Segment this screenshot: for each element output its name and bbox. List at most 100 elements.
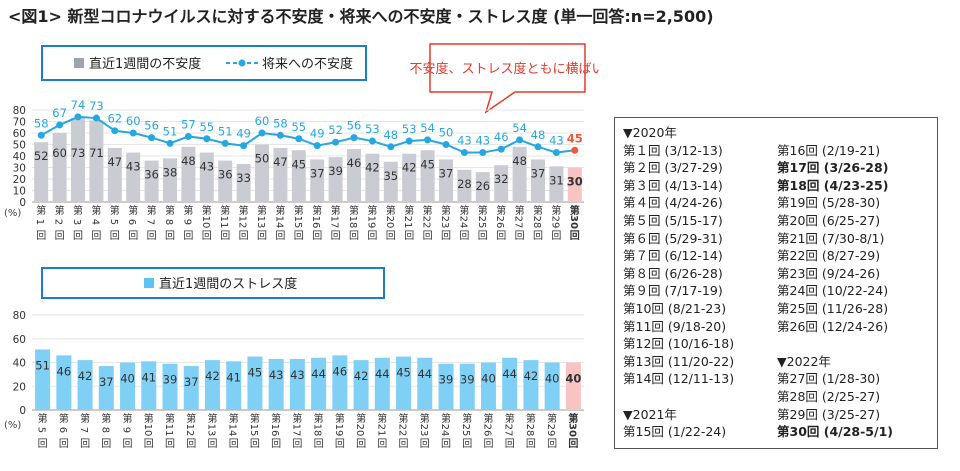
x-tick-label: 第8回 [163, 204, 175, 242]
x-tick-number: 15 [292, 216, 303, 229]
x-tick-label: 第21回 [375, 412, 387, 450]
bar-value-label: 47 [273, 155, 288, 169]
schedule-entry: 第１回 (3/12-13) [623, 142, 734, 160]
line-value-label: 57 [181, 117, 196, 131]
x-tick-label: 第25回 [476, 204, 488, 242]
bar-value-label: 43 [126, 160, 141, 174]
bar-value-label: 37 [531, 166, 546, 180]
x-tick-label: 第10回 [142, 412, 154, 450]
bar-value-label: 45 [248, 366, 263, 380]
x-tick-number: 27 [503, 424, 514, 437]
line-value-label: 52 [328, 123, 343, 137]
x-tick-label: 第17回 [329, 204, 341, 242]
x-tick-label: 第15回 [292, 204, 304, 242]
x-tick-label: 第22回 [397, 412, 409, 450]
x-tick-label: 第13回 [205, 412, 217, 450]
x-tick-number: 2 [53, 219, 64, 225]
point-future-anxiety [222, 140, 229, 147]
schedule-entry: 第11回 (9/18-20) [623, 318, 734, 336]
line-value-label: 43 [549, 134, 564, 148]
x-tick-number: 24 [457, 216, 468, 229]
x-tick-number: 14 [273, 216, 284, 229]
bar-value-label: 42 [365, 161, 380, 175]
x-tick-suffix: 回 [183, 230, 193, 242]
y-tick-label: 30 [13, 163, 26, 175]
bar-stress [375, 358, 390, 410]
x-tick-number: 7 [145, 219, 156, 225]
point-future-anxiety [461, 149, 468, 156]
schedule-entry: 第７回 (6/12-14) [623, 247, 734, 265]
x-tick-suffix: 回 [250, 438, 260, 450]
bar-value-label: 43 [269, 368, 284, 382]
x-tick-suffix: 回 [165, 438, 175, 450]
x-tick-suffix: 回 [144, 438, 154, 450]
x-tick-label: 第12回 [184, 412, 196, 450]
x-tick-suffix: 回 [55, 230, 65, 242]
x-tick-label: 第29回 [549, 204, 561, 242]
x-tick-prefix: 第 [55, 204, 65, 217]
bar-stress [566, 363, 581, 411]
bar-stress [311, 358, 326, 410]
x-tick-suffix: 回 [312, 230, 322, 242]
survey-schedule-box: ▼2020年 第１回 (3/12-13) 第２回 (3/27-29) 第３回 (4/1… [614, 117, 938, 449]
x-tick-suffix: 回 [38, 438, 48, 450]
x-tick-suffix: 回 [128, 230, 138, 242]
point-future-anxiety [167, 140, 174, 147]
bar-value-label: 52 [34, 149, 49, 163]
bar-stress [226, 361, 241, 410]
x-tick-suffix: 回 [331, 230, 341, 242]
bar-value-label: 40 [481, 372, 496, 386]
bar-stress [439, 364, 454, 410]
y-tick-label: 60 [13, 334, 26, 346]
x-tick-label: 第16回 [269, 412, 281, 450]
x-tick-suffix: 回 [349, 230, 359, 242]
x-tick-label: 第 2 回 [53, 204, 65, 242]
x-tick-number: 16 [310, 216, 321, 229]
schedule-entry: 第19回 (5/28-30) [777, 194, 893, 212]
y-tick-label: 20 [13, 174, 26, 186]
x-tick-number: 11 [163, 424, 174, 437]
x-tick-suffix: 回 [110, 230, 120, 242]
x-tick-label: 第24回 [439, 412, 451, 450]
x-tick-prefix: 第 [59, 412, 69, 425]
line-value-label: 53 [402, 122, 417, 136]
x-tick-label: 第9回 [121, 412, 133, 450]
x-tick-number: 18 [312, 424, 323, 437]
bar-value-label: 37 [439, 166, 454, 180]
x-tick-suffix: 回 [462, 438, 472, 450]
line-value-label: 62 [107, 112, 122, 126]
line-value-label: 45 [567, 131, 583, 145]
x-tick-prefix: 第 [123, 412, 133, 425]
line-value-label: 53 [365, 122, 380, 136]
point-future-anxiety [424, 136, 431, 143]
point-future-anxiety [75, 113, 82, 120]
x-tick-number: 16 [269, 424, 280, 437]
x-tick-suffix: 回 [147, 230, 157, 242]
schedule-entry [777, 335, 893, 353]
x-tick-number: 23 [439, 216, 450, 229]
x-tick-number: 12 [237, 216, 248, 229]
x-tick-label: 第21回 [402, 204, 414, 242]
x-tick-prefix: 第 [38, 412, 48, 425]
x-tick-number: 17 [329, 216, 340, 229]
x-tick-number: 25 [476, 216, 487, 229]
x-tick-number: 26 [494, 216, 505, 229]
line-value-label: 43 [457, 134, 472, 148]
bar-stress [417, 358, 432, 410]
x-tick-label: 第20回 [354, 412, 366, 450]
point-future-anxiety [479, 149, 486, 156]
bar-value-label: 37 [310, 166, 325, 180]
x-tick-label: 第19回 [365, 204, 377, 242]
x-tick-suffix: 回 [441, 438, 451, 450]
schedule-entry: 第28回 (2/25-27) [777, 388, 893, 406]
schedule-entry: 第３回 (4/13-14) [623, 177, 734, 195]
bar-weekly-anxiety [53, 133, 67, 202]
line-value-label: 74 [71, 98, 86, 112]
bar-value-label: 31 [549, 173, 564, 187]
point-future-anxiety [369, 138, 376, 145]
x-tick-label: 第14回 [227, 412, 239, 450]
x-tick-suffix: 回 [483, 438, 493, 450]
x-tick-number: 9 [181, 219, 192, 225]
x-tick-suffix: 回 [271, 438, 281, 450]
y-tick-label: 50 [13, 140, 26, 152]
